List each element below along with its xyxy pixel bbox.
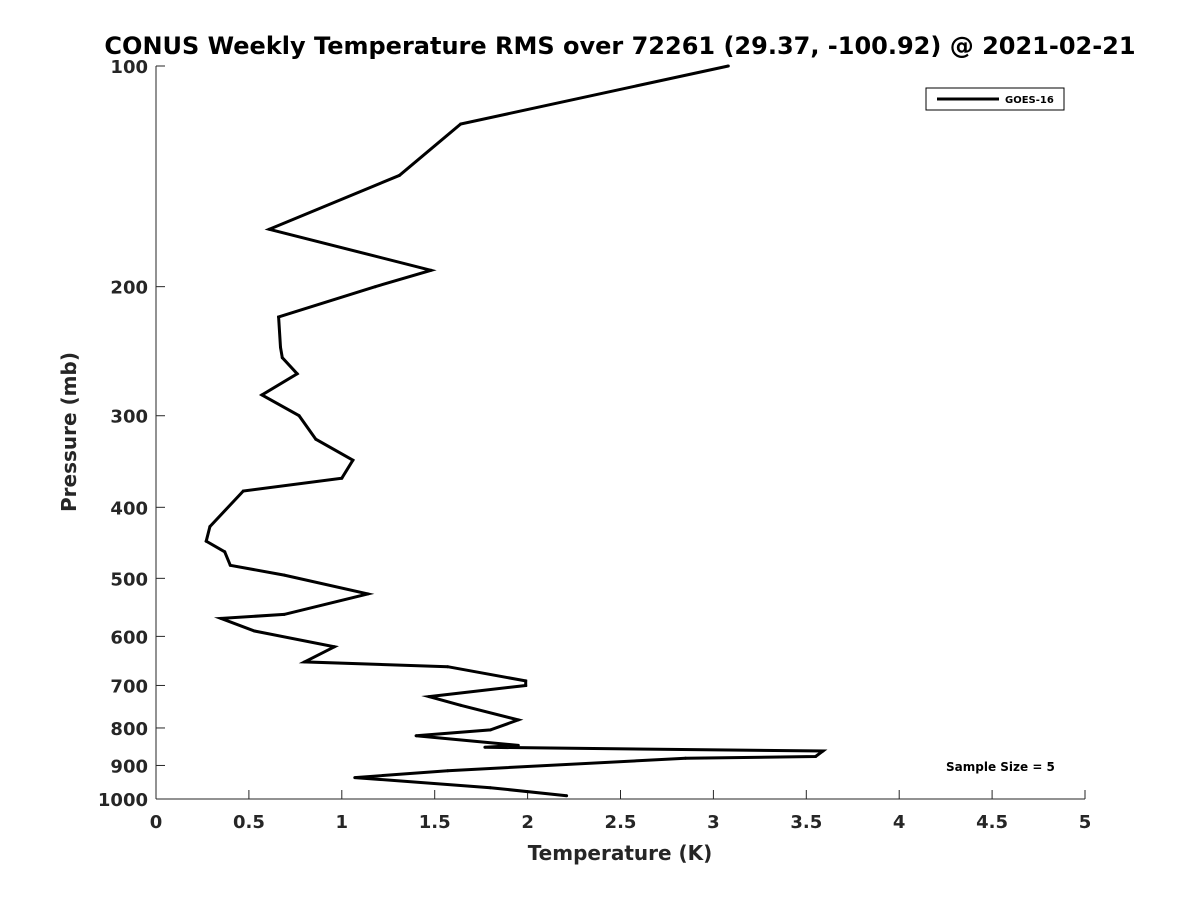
y-tick-label: 100 (110, 57, 148, 78)
series-point (459, 122, 463, 126)
y-tick-label: 500 (110, 569, 148, 590)
series-point (279, 345, 282, 349)
y-tick-label: 400 (110, 498, 148, 519)
series-point (373, 285, 377, 289)
series-point (282, 612, 286, 616)
series-point (397, 173, 401, 177)
x-tick-label: 0.5 (233, 812, 265, 833)
series-point (726, 64, 730, 68)
series-point (295, 372, 299, 376)
x-tick-label: 1.5 (419, 812, 451, 833)
x-tick-label: 4.5 (976, 812, 1008, 833)
x-tick-label: 3.5 (790, 812, 822, 833)
x-tick-label: 2 (521, 812, 534, 833)
series-point (427, 695, 431, 699)
x-tick-label: 3 (707, 812, 720, 833)
series-point (524, 684, 528, 687)
series-point (488, 786, 492, 790)
series-point (228, 563, 232, 567)
series-point (267, 227, 271, 231)
series-point (332, 645, 336, 649)
sample-size-annotation: Sample Size = 5 (946, 760, 1055, 774)
y-tick-label: 300 (110, 407, 148, 428)
series-point (488, 728, 492, 732)
y-tick-label: 1000 (98, 790, 148, 811)
series-data-points (204, 64, 825, 798)
goes-16-series-line (204, 64, 828, 798)
series-point (684, 756, 687, 760)
chart-title: CONUS Weekly Temperature RMS over 72261 … (104, 32, 1135, 60)
x-tick-label: 1 (336, 812, 349, 833)
x-tick-label: 4 (893, 812, 906, 833)
series-point (446, 769, 450, 773)
series-point (314, 437, 318, 441)
x-tick-label: 0 (150, 812, 163, 833)
series-point (353, 776, 357, 780)
series-point (340, 476, 344, 480)
series-point (204, 539, 208, 543)
series-point (277, 315, 281, 319)
series-point (446, 665, 450, 669)
y-tick-label: 800 (110, 719, 148, 740)
y-axis-ticks: 100 200 300 400 500 600 700 800 900 1000 (98, 57, 165, 811)
series-point (351, 458, 355, 462)
x-axis-label: Temperature (K) (528, 841, 713, 865)
series-point (821, 749, 825, 753)
series-point (516, 743, 520, 747)
series-point (241, 489, 245, 493)
legend: GOES-16 (925, 87, 1065, 111)
y-tick-label: 600 (110, 627, 148, 648)
x-tick-label: 5 (1079, 812, 1092, 833)
series-point (280, 356, 284, 360)
x-tick-label: 2.5 (605, 812, 637, 833)
y-axis-label: Pressure (mb) (57, 352, 81, 512)
y-tick-label: 700 (110, 676, 148, 697)
series-point (814, 755, 818, 758)
series-point (429, 268, 433, 272)
series-point (516, 718, 520, 722)
series-point (297, 414, 301, 418)
series-point (483, 745, 487, 749)
series-point (260, 393, 264, 397)
series-point (524, 679, 528, 683)
y-tick-label: 200 (110, 278, 148, 299)
series-point (282, 573, 286, 577)
series-point (565, 794, 569, 798)
series-point (253, 629, 256, 633)
legend-label-goes-16: GOES-16 (1005, 95, 1054, 106)
series-point (303, 660, 307, 664)
series-point (414, 734, 418, 738)
series-point (459, 703, 463, 707)
series-point (223, 550, 227, 554)
y-tick-label: 900 (110, 756, 148, 777)
series-point (219, 616, 223, 620)
x-axis-ticks: 0 0.5 1 1.5 2 2.5 3 3.5 4 4.5 5 (150, 790, 1092, 833)
series-point (366, 592, 370, 596)
series-point (208, 525, 212, 529)
